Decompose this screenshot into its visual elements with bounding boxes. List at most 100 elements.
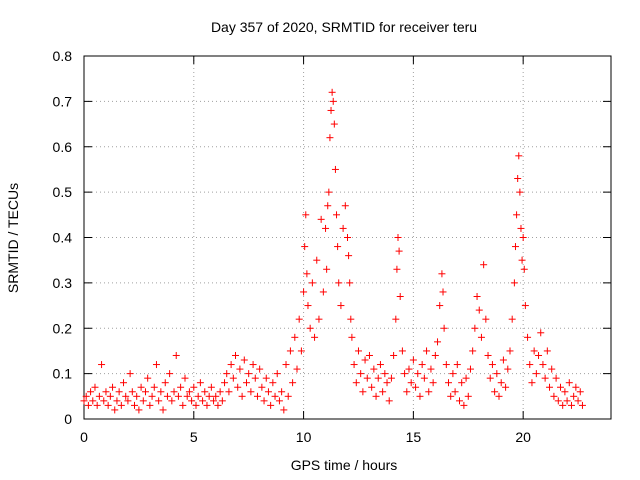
data-point: [331, 165, 339, 173]
data-point: [325, 188, 333, 196]
y-tick-label: 0.8: [53, 48, 73, 64]
data-point: [359, 388, 367, 396]
data-point: [431, 351, 439, 359]
data-point: [550, 392, 558, 400]
data-point: [172, 351, 180, 359]
data-point: [365, 351, 373, 359]
data-point: [117, 401, 125, 409]
data-point: [323, 265, 331, 273]
data-point: [126, 370, 134, 378]
data-point: [174, 392, 182, 400]
data-point: [120, 379, 128, 387]
data-point: [532, 370, 540, 378]
data-point: [330, 120, 338, 128]
data-point: [223, 370, 231, 378]
data-point: [177, 383, 185, 391]
y-tick-label: 0.1: [53, 366, 73, 382]
data-point: [192, 401, 200, 409]
data-point: [131, 401, 139, 409]
data-point: [300, 288, 308, 296]
data-point: [416, 392, 424, 400]
data-point: [407, 379, 415, 387]
data-point: [322, 224, 330, 232]
data-point: [297, 347, 305, 355]
y-tick-label: 0.4: [53, 230, 73, 246]
data-point: [115, 388, 123, 396]
data-point: [302, 211, 310, 219]
data-point: [462, 374, 470, 382]
data-point: [438, 270, 446, 278]
data-point: [106, 392, 114, 400]
data-point: [269, 379, 277, 387]
data-point: [425, 388, 433, 396]
data-point: [526, 361, 534, 369]
data-point: [293, 365, 301, 373]
data-point: [390, 351, 398, 359]
data-point: [559, 401, 567, 409]
gridlines: [84, 56, 611, 419]
data-point: [449, 370, 457, 378]
data-point: [242, 379, 250, 387]
data-point: [345, 252, 353, 260]
data-point: [247, 388, 255, 396]
data-point: [530, 347, 538, 355]
data-point: [439, 288, 447, 296]
data-point: [278, 388, 286, 396]
data-point: [313, 256, 321, 264]
data-point: [282, 361, 290, 369]
data-point: [519, 234, 527, 241]
data-point: [497, 379, 505, 387]
data-point: [185, 388, 193, 396]
data-point: [403, 388, 411, 396]
data-point: [554, 397, 562, 405]
data-point: [203, 401, 211, 409]
data-point: [216, 388, 224, 396]
data-point: [271, 392, 279, 400]
data-point: [304, 302, 312, 310]
data-point: [520, 265, 528, 273]
data-point: [122, 392, 130, 400]
data-point: [387, 374, 395, 382]
data-point: [517, 224, 525, 232]
data-point: [556, 383, 564, 391]
data-point: [491, 388, 499, 396]
data-point: [303, 270, 311, 278]
data-point: [455, 397, 463, 405]
data-point: [510, 279, 518, 287]
data-point: [181, 374, 189, 382]
data-point: [429, 379, 437, 387]
data-point: [89, 397, 97, 405]
data-point: [188, 397, 196, 405]
data-point: [548, 365, 556, 373]
data-point: [201, 388, 209, 396]
data-point: [395, 247, 403, 255]
data-point: [508, 315, 516, 323]
data-point: [427, 365, 435, 373]
data-point: [183, 392, 191, 400]
data-point: [275, 397, 283, 405]
data-point: [572, 383, 580, 391]
data-point: [515, 152, 523, 160]
data-point: [480, 261, 488, 269]
data-point: [80, 397, 88, 405]
data-point: [295, 315, 303, 323]
data-point: [124, 397, 132, 405]
data-point: [418, 361, 426, 369]
x-tick-label: 20: [515, 429, 531, 445]
data-point: [199, 397, 207, 405]
data-point: [471, 324, 479, 332]
data-point: [442, 361, 450, 369]
data-point: [87, 388, 95, 396]
data-point: [379, 388, 387, 396]
data-point: [111, 406, 119, 414]
data-point: [137, 383, 145, 391]
data-point: [234, 383, 242, 391]
data-point: [227, 361, 235, 369]
data-point: [194, 392, 202, 400]
data-point: [157, 388, 165, 396]
data-point: [546, 383, 554, 391]
data-point: [539, 361, 547, 369]
data-point: [440, 324, 448, 332]
data-point: [458, 379, 466, 387]
